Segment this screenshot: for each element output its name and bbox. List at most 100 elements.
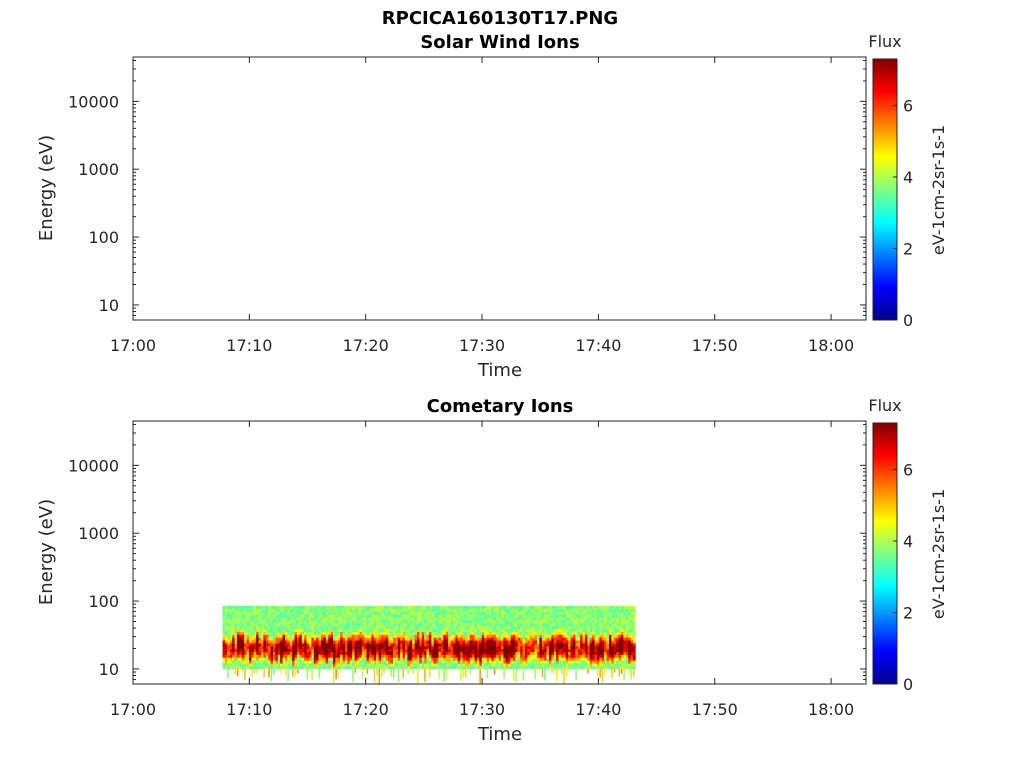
heatmap-cell bbox=[320, 614, 324, 618]
heatmap-cell bbox=[419, 648, 423, 653]
heatmap-cell bbox=[515, 643, 519, 647]
heatmap-cell bbox=[349, 623, 353, 627]
heatmap-cell bbox=[292, 646, 295, 650]
heatmap-cell bbox=[512, 623, 516, 627]
heatmap-cell bbox=[532, 620, 535, 624]
heatmap-cell bbox=[618, 654, 622, 658]
heatmap-cell bbox=[529, 648, 533, 653]
heatmap-cell bbox=[412, 654, 415, 658]
heatmap-cell bbox=[431, 666, 435, 670]
heatmap-cell bbox=[630, 608, 634, 612]
heatmap-cell bbox=[616, 617, 619, 621]
heatmap-cell bbox=[529, 608, 533, 612]
heatmap-cell bbox=[467, 617, 471, 621]
heatmap-cell bbox=[268, 605, 271, 610]
heatmap-cell bbox=[251, 660, 255, 664]
heatmap-cell bbox=[568, 660, 571, 664]
heatmap-cell bbox=[426, 608, 430, 612]
heatmap-cell bbox=[450, 631, 454, 635]
heatmap-cell bbox=[366, 648, 370, 653]
heatmap-cell bbox=[536, 608, 540, 612]
heatmap-cell bbox=[464, 608, 468, 612]
heatmap-cell bbox=[575, 640, 579, 644]
heatmap-cell bbox=[412, 637, 415, 641]
heatmap-cell bbox=[390, 646, 394, 650]
heatmap-cell bbox=[464, 628, 468, 632]
heatmap-cell bbox=[349, 657, 353, 661]
heatmap-cell bbox=[383, 620, 387, 624]
heatmap-cell bbox=[436, 631, 439, 635]
heatmap-cell bbox=[248, 620, 252, 624]
heatmap-cell bbox=[296, 648, 300, 653]
heatmap-cell bbox=[260, 623, 264, 627]
heatmap-cell bbox=[445, 637, 449, 641]
heatmap-cell bbox=[368, 657, 372, 661]
heatmap-cell bbox=[606, 634, 610, 638]
heatmap-cell bbox=[608, 614, 612, 618]
heatmap-cell bbox=[553, 657, 557, 661]
heatmap-cell bbox=[577, 617, 581, 621]
heatmap-cell bbox=[400, 631, 403, 635]
heatmap-cell bbox=[608, 663, 612, 667]
heatmap-cell bbox=[433, 663, 437, 667]
heatmap-cell bbox=[265, 640, 269, 644]
heatmap-cell bbox=[508, 625, 511, 630]
heatmap-cell bbox=[390, 666, 394, 670]
heatmap-cell bbox=[256, 611, 259, 615]
heatmap-cell bbox=[572, 611, 576, 615]
heatmap-cell bbox=[232, 651, 235, 655]
heatmap-cell bbox=[580, 660, 583, 664]
heatmap-cell bbox=[568, 620, 571, 624]
heatmap-cell bbox=[383, 614, 387, 618]
heatmap-cell bbox=[493, 608, 497, 612]
heatmap-cell bbox=[320, 617, 324, 621]
heatmap-cell bbox=[347, 608, 351, 612]
heatmap-cell bbox=[239, 651, 243, 655]
heatmap-cell bbox=[272, 625, 276, 630]
heatmap-cell bbox=[532, 617, 535, 621]
heatmap-cell bbox=[596, 620, 600, 624]
heatmap-cell bbox=[452, 620, 456, 624]
heatmap-cell bbox=[572, 623, 576, 627]
heatmap-cell bbox=[503, 623, 507, 627]
heatmap-cell bbox=[611, 617, 615, 621]
heatmap-cell bbox=[484, 620, 487, 624]
colorbar-tick-label: 0 bbox=[903, 675, 913, 694]
heatmap-cell bbox=[347, 640, 351, 644]
heatmap-cell bbox=[440, 643, 444, 647]
heatmap-cell bbox=[407, 605, 411, 610]
heatmap-cell bbox=[505, 634, 509, 638]
heatmap-cell bbox=[436, 646, 439, 650]
heatmap-cell bbox=[409, 651, 413, 655]
heatmap-cell bbox=[630, 631, 634, 635]
heatmap-cell bbox=[493, 631, 497, 635]
heatmap-cell bbox=[608, 625, 612, 630]
heatmap-cell bbox=[395, 617, 399, 621]
heatmap-cell bbox=[457, 660, 461, 664]
heatmap-cell bbox=[529, 617, 533, 621]
heatmap-cell bbox=[587, 614, 591, 618]
heatmap-cell bbox=[544, 608, 547, 612]
heatmap-cell bbox=[246, 654, 250, 658]
heatmap-cell bbox=[440, 631, 444, 635]
heatmap-cell bbox=[572, 631, 576, 635]
heatmap-cell bbox=[265, 614, 269, 618]
heatmap-cell bbox=[500, 611, 504, 615]
heatmap-cell bbox=[508, 657, 511, 661]
heatmap-cell bbox=[481, 620, 485, 624]
heatmap-cell bbox=[527, 614, 531, 618]
heatmap-cell bbox=[503, 625, 507, 630]
heatmap-cell bbox=[342, 631, 346, 635]
heatmap-cell bbox=[227, 611, 231, 615]
heatmap-cell bbox=[289, 666, 293, 670]
heatmap-cell bbox=[587, 605, 591, 610]
colorbar-gradient bbox=[872, 422, 898, 685]
heatmap-cell bbox=[265, 657, 269, 661]
heatmap-cell bbox=[366, 660, 370, 664]
heatmap-cell bbox=[570, 660, 574, 664]
heatmap-cell bbox=[479, 668, 481, 684]
heatmap-cell bbox=[428, 640, 432, 644]
heatmap-cell bbox=[402, 640, 406, 644]
heatmap-cell bbox=[421, 628, 425, 632]
heatmap-cell bbox=[472, 625, 475, 630]
